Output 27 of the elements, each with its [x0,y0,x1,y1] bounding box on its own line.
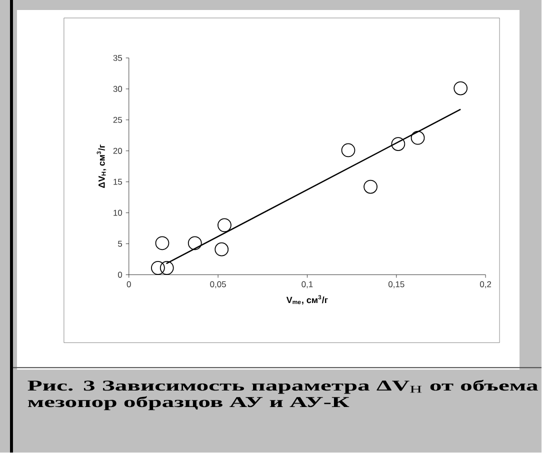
y-tick-label: 0 [118,272,122,278]
y-tick-label: 10 [114,210,122,216]
y-axis-title: ΔV$_{H}$, см$^{3}$/г [96,144,106,188]
x-axis-title: V$_{me}$, см$^{3}$/г [286,295,328,305]
y-tick-label: 20 [113,148,122,154]
y-tick-label: 5 [118,241,122,247]
text: Рис. 3 Зависимость параметра ΔV$_{H}$ от объема мезопор образцов АУ и АУ-К [28,380,538,410]
point [160,261,174,276]
point [454,82,468,96]
x-tick-label: 0 [126,281,131,288]
y-tick-label: 35 [113,55,122,62]
y-tick-label: 15 [114,179,122,185]
x-tick-label: 0,15 [388,281,404,288]
point [151,261,165,276]
point [214,242,229,256]
point [410,131,425,145]
point [218,218,232,232]
point [188,236,202,250]
point [391,137,406,152]
x-tick-label: 0,05 [210,281,226,288]
point [341,143,356,158]
point [155,236,170,250]
x-tick-label: 0,2 [480,281,492,288]
point [364,180,378,194]
y-tick-label: 25 [113,117,122,124]
x-tick-label: 0,1 [302,281,313,288]
y-tick-label: 30 [113,86,122,92]
